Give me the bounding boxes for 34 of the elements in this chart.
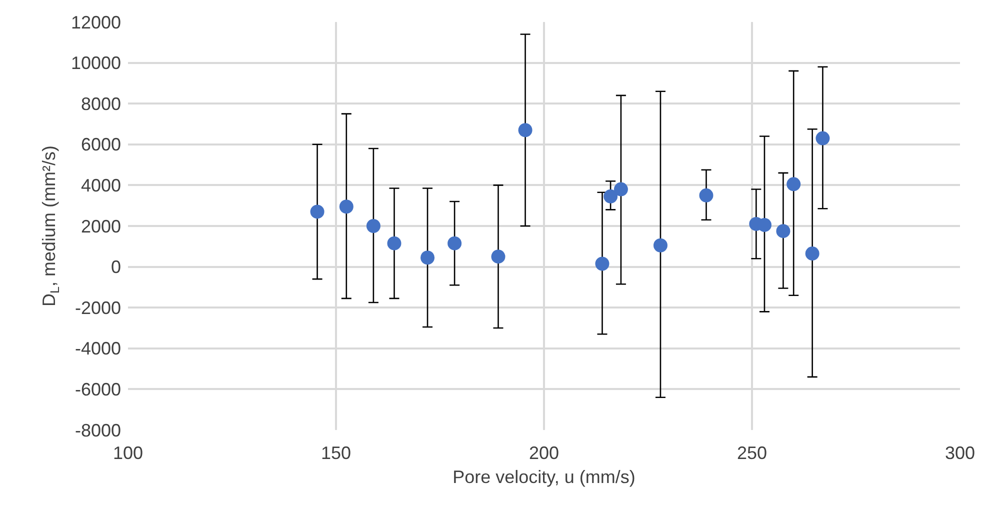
point [387,236,402,250]
point [420,250,435,265]
x-tick-label: 200 [528,443,560,463]
point [339,200,354,214]
point [491,250,506,264]
point [776,224,790,238]
point [448,236,462,250]
y-tick-label: 0 [110,257,121,278]
point [310,204,324,219]
point [816,131,830,146]
y-tick-label: -4000 [74,338,121,359]
point [366,219,380,233]
y-tick-label: 4000 [80,176,121,196]
point [604,189,618,204]
y-tick-label: 8000 [80,94,121,114]
x-tick-label: 150 [320,443,352,463]
point [614,182,628,196]
x-axis-title: Pore velocity, u (mm/s) [452,467,636,488]
point [518,123,532,138]
x-tick-label: 100 [112,443,144,463]
y-tick-label: -2000 [74,298,121,318]
y-tick-label: 12000 [70,12,121,32]
x-tick-label: 250 [736,443,768,463]
point [653,238,668,252]
y-tick-label: 10000 [70,53,121,74]
x-tick-label: 300 [944,443,976,463]
point [786,177,801,192]
y-tick-label: -8000 [74,420,121,440]
point [699,188,714,202]
y-tick-label: 2000 [80,216,121,236]
point [805,246,820,261]
y-tick-label: 6000 [80,134,121,155]
point [595,256,610,271]
y-tick-label: -6000 [74,380,121,400]
